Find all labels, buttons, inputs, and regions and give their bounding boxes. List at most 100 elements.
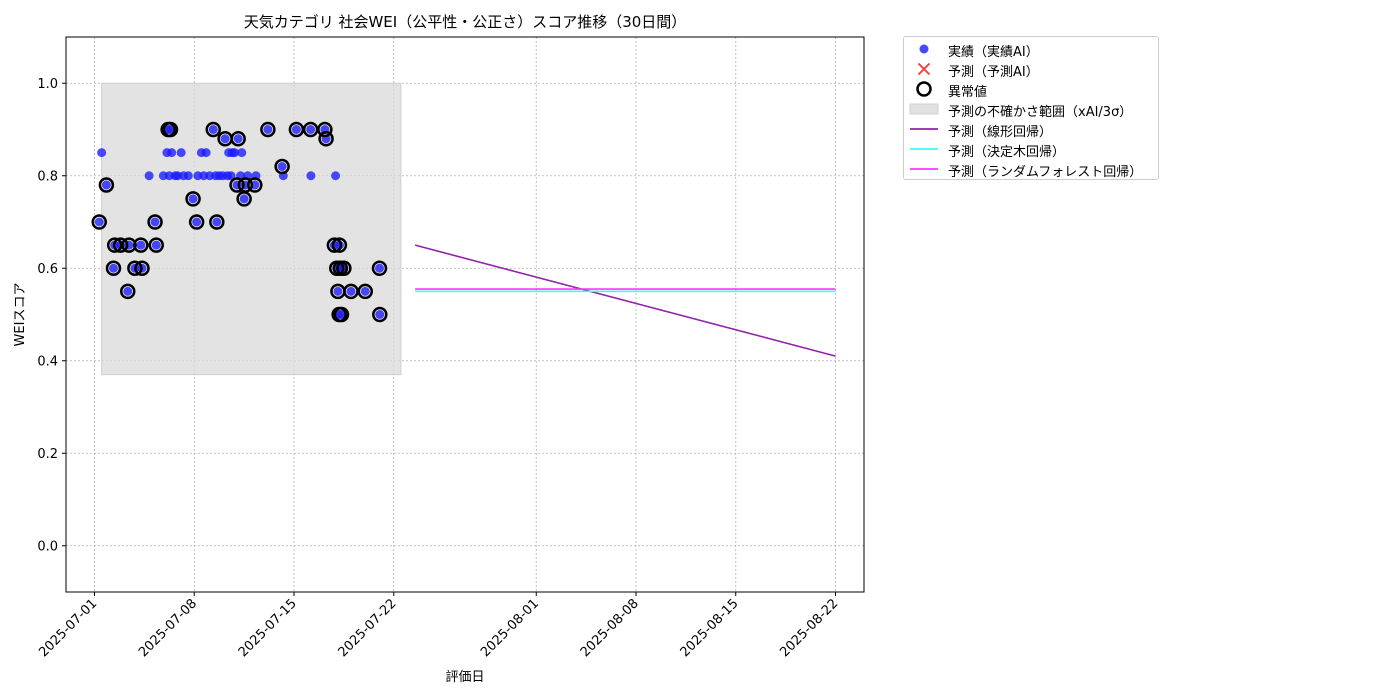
band-layer	[101, 82, 402, 376]
legend-marker-forecast-ai	[917, 62, 931, 76]
outlier-ring	[185, 191, 201, 207]
legend-line-linear	[910, 128, 938, 130]
actual-point	[201, 148, 211, 158]
y-tick-label: 0.8	[37, 169, 58, 184]
outlier-ring	[357, 283, 373, 300]
outlier-ring	[230, 131, 246, 147]
legend-label-tree: 予測（決定木回帰）	[948, 145, 1066, 160]
outlier-ring	[133, 237, 149, 253]
legend-item-tree: 予測（決定木回帰）	[904, 139, 1160, 160]
y-tick-label: 0.6	[37, 262, 58, 277]
x-tick-label: 2025-07-08	[136, 596, 200, 660]
linear-regression-line	[414, 244, 836, 357]
outlier-ring	[209, 214, 225, 230]
actual-point	[263, 125, 273, 134]
outlier-ring	[188, 214, 205, 230]
actual-point	[375, 310, 385, 319]
actual-point	[101, 180, 111, 190]
outlier-ring	[105, 260, 122, 276]
legend-item-uncertainty: 予測の不確かさ範囲（xAI/3σ）	[904, 99, 1160, 120]
outlier-ring	[148, 237, 164, 253]
actual-point	[188, 194, 198, 204]
actual-point	[306, 125, 316, 134]
actual-point	[183, 171, 193, 181]
actual-point	[208, 125, 218, 134]
actual-point	[151, 240, 161, 250]
actual-point	[123, 286, 133, 296]
outlier-ring	[247, 177, 263, 193]
x-tick-label: 2025-08-08	[578, 596, 642, 660]
legend-line-tree	[910, 148, 938, 150]
legend-label-linear: 予測（線形回帰）	[948, 125, 1053, 140]
legend-item-forest: 予測（ランダムフォレスト回帰）	[904, 159, 1160, 180]
x-tick-label: 2025-07-01	[36, 596, 100, 660]
actual-point	[212, 217, 222, 227]
outlier-ring	[333, 306, 350, 323]
actual-point	[150, 217, 160, 227]
actual-point	[166, 125, 175, 134]
x-tick-label: 2025-07-15	[236, 596, 300, 660]
outlier-ring	[336, 260, 352, 276]
actual-point	[239, 194, 249, 204]
legend-line-forest	[910, 168, 938, 170]
uncertainty-band	[101, 82, 402, 376]
legend-item-forecast-ai: 予測（予測AI）	[904, 59, 1160, 80]
line-layer	[414, 244, 836, 357]
y-tick-label: 1.0	[37, 77, 58, 92]
actual-point	[277, 162, 287, 171]
x-tick-label: 2025-07-22	[336, 596, 400, 660]
legend-item-outlier: 異常値	[904, 79, 1160, 100]
point-layer	[91, 121, 388, 323]
legend-label-forecast-ai: 予測（予測AI）	[948, 65, 1039, 80]
actual-point	[237, 148, 247, 158]
actual-point	[230, 148, 240, 158]
outlier-ring	[127, 260, 143, 276]
legend-label-uncertainty: 予測の不確かさ範囲（xAI/3σ）	[948, 105, 1133, 120]
x-tick-label: 2025-08-01	[478, 596, 542, 660]
actual-point	[346, 286, 356, 296]
actual-point	[136, 240, 146, 250]
outlier-ring	[91, 214, 107, 230]
actual-point	[94, 217, 104, 227]
outlier-ring	[237, 177, 254, 193]
outlier-ring	[372, 306, 388, 323]
y-tick-label: 0.0	[37, 539, 58, 554]
outlier-ring	[205, 121, 221, 138]
y-axis-label: WEIスコア	[13, 283, 28, 347]
actual-point	[226, 171, 236, 181]
outlier-ring	[147, 214, 163, 230]
outlier-ring	[98, 177, 115, 193]
legend-marker-outlier	[916, 81, 932, 97]
outlier-ring	[371, 260, 388, 276]
x-tick-label: 2025-08-22	[777, 596, 841, 660]
actual-point	[192, 217, 202, 227]
outlier-ring	[112, 237, 129, 253]
outlier-ring	[274, 158, 290, 175]
legend-item-linear: 予測（線形回帰）	[904, 119, 1160, 140]
actual-point	[233, 134, 243, 144]
x-axis-label: 評価日	[445, 670, 484, 685]
chart-title: 天気カテゴリ 社会WEI（公平性・公正さ）スコア推移（30日間）	[244, 13, 687, 31]
outlier-ring	[229, 177, 245, 193]
legend-patch-uncertainty	[909, 103, 939, 115]
outlier-ring	[317, 121, 333, 138]
actual-point	[97, 148, 107, 158]
actual-point	[375, 263, 384, 273]
actual-point	[306, 171, 316, 181]
y-tick-label: 0.4	[37, 354, 58, 369]
outlier-ring	[260, 121, 276, 138]
actual-point	[291, 125, 301, 134]
outlier-ring	[162, 121, 179, 138]
outlier-ring	[134, 260, 150, 276]
legend-label-forest: 予測（ランダムフォレスト回帰）	[948, 165, 1143, 180]
actual-point	[337, 310, 346, 319]
legend-item-actual: 実績（実績AI）	[904, 39, 1160, 60]
actual-point	[176, 148, 186, 158]
actual-point	[109, 263, 118, 273]
x-tick-label: 2025-08-15	[678, 596, 742, 660]
actual-point	[333, 286, 343, 296]
legend-label-actual: 実績（実績AI）	[948, 45, 1039, 60]
outlier-ring	[120, 283, 136, 300]
plot-frame	[65, 36, 865, 593]
